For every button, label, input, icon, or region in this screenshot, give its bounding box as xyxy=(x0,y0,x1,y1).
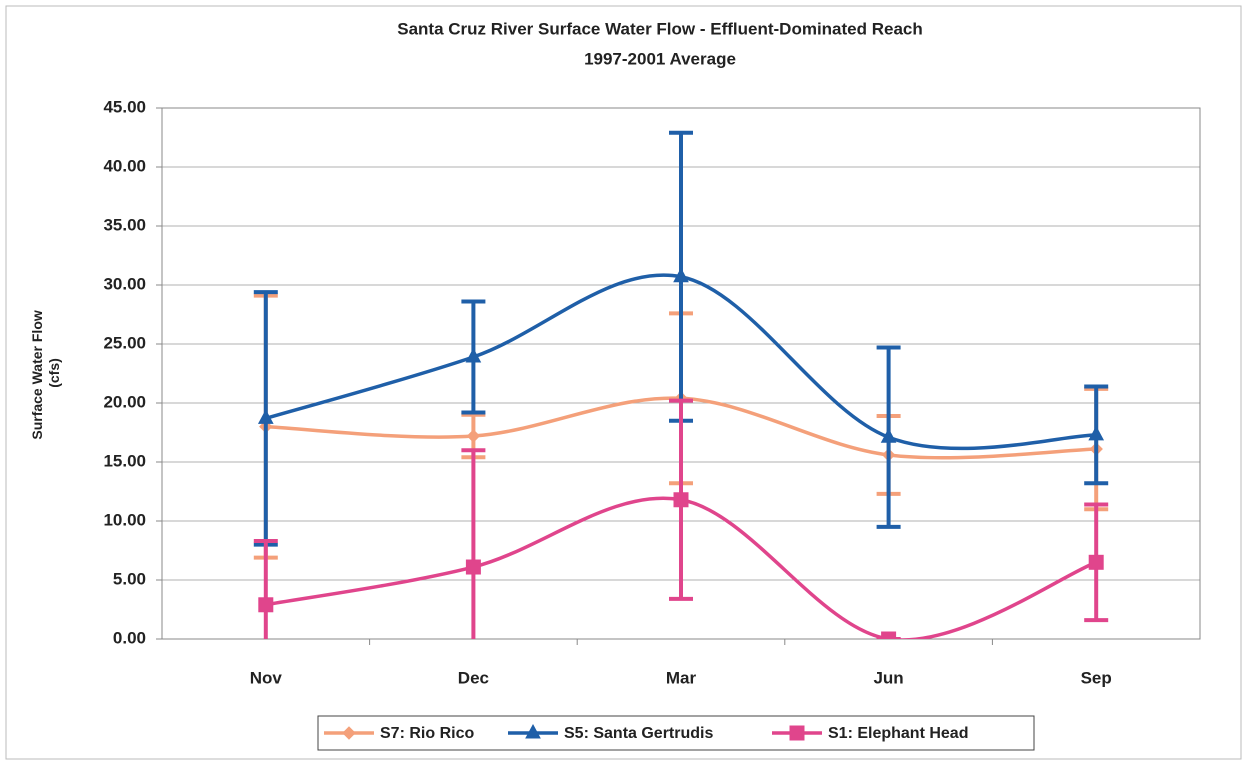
x-tick-label: Mar xyxy=(666,668,697,687)
y-tick-label: 40.00 xyxy=(103,156,146,175)
x-tick-label: Jun xyxy=(873,668,903,687)
plot-area xyxy=(161,107,1201,640)
legend-label: S5: Santa Gertrudis xyxy=(564,725,713,742)
marker xyxy=(673,492,689,508)
legend-marker xyxy=(525,723,541,739)
marker xyxy=(258,597,274,613)
marker xyxy=(465,559,481,575)
marker xyxy=(1088,425,1105,441)
marker xyxy=(880,428,897,443)
marker xyxy=(465,347,482,363)
chart-subtitle: 1997-2001 Average xyxy=(584,49,736,68)
chart-title: Santa Cruz River Surface Water Flow - Ef… xyxy=(397,19,923,38)
y-tick-label: 45.00 xyxy=(103,97,146,116)
y-tick-label: 35.00 xyxy=(103,215,146,234)
marks xyxy=(253,130,1109,639)
legend-entries: S7: Rio Rico S5: Santa Gertrudis S1: Eleph… xyxy=(324,723,968,742)
legend xyxy=(317,715,1035,751)
y-tick-label: 0.00 xyxy=(113,628,146,647)
legend-marker xyxy=(342,726,356,740)
legend-marker xyxy=(789,725,805,741)
marker xyxy=(257,409,274,424)
legend-label: S7: Rio Rico xyxy=(380,725,474,742)
y-axis-label-line: (cfs) xyxy=(46,358,62,388)
y-tick-label: 15.00 xyxy=(103,451,146,470)
y-axis-label-line: Surface Water Flow xyxy=(29,310,45,440)
y-tick-label: 20.00 xyxy=(103,392,146,411)
y-axis-label: Surface Water Flow (cfs) xyxy=(29,306,62,439)
labels: 0.00 5.00 10.00 15.00 20.00 25.00 30.00 35.00 40… xyxy=(103,97,1111,687)
x-tick-label: Dec xyxy=(458,668,489,687)
y-tick-label: 30.00 xyxy=(103,274,146,293)
y-tick-label: 5.00 xyxy=(113,569,146,588)
marker xyxy=(466,429,481,443)
y-tick-label: 10.00 xyxy=(103,510,146,529)
x-tick-label: Nov xyxy=(250,668,283,687)
x-tick-label: Sep xyxy=(1081,668,1112,687)
marker xyxy=(673,267,689,283)
chart-border xyxy=(5,5,1242,760)
marker xyxy=(1088,554,1104,570)
y-tick-label: 25.00 xyxy=(103,333,146,352)
marker xyxy=(881,631,897,639)
legend-label: S1: Elephant Head xyxy=(828,725,968,742)
